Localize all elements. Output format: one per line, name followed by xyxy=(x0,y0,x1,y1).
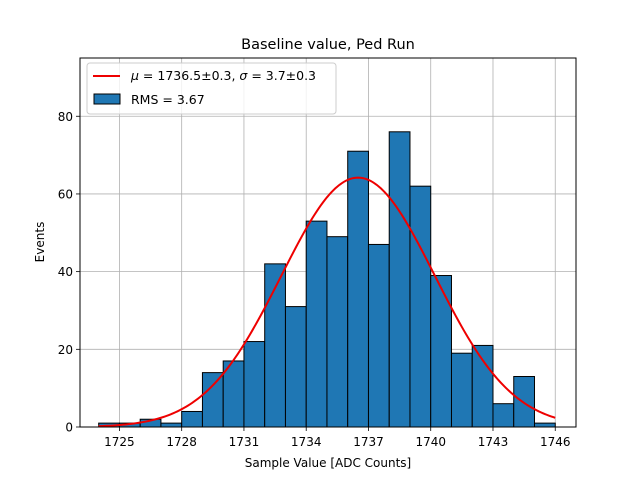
histogram-bar xyxy=(326,236,349,428)
histogram-bar xyxy=(409,185,432,428)
x-tick-label: 1728 xyxy=(166,435,197,449)
histogram-bar xyxy=(305,220,328,428)
histogram-bar xyxy=(201,372,224,428)
x-axis-label: Sample Value [ADC Counts] xyxy=(245,456,411,470)
plot-frame xyxy=(79,57,577,428)
histogram-bar xyxy=(367,243,390,428)
histogram-bar xyxy=(388,131,411,428)
histogram-bar xyxy=(243,341,266,428)
legend-fit-label: μ = 1736.5±0.3, σ = 3.7±0.3 xyxy=(130,68,316,83)
y-tick-label: 80 xyxy=(58,110,73,124)
histogram-bar xyxy=(533,422,556,428)
x-tick-label: 1746 xyxy=(540,435,571,449)
x-tick-label: 1743 xyxy=(478,435,509,449)
histogram-bar xyxy=(430,275,452,428)
legend: μ = 1736.5±0.3, σ = 3.7±0.3 RMS = 3.67 xyxy=(86,62,337,115)
x-tick-label: 1740 xyxy=(415,435,446,449)
x-axis: 1725 1728 1731 1734 1737 1740 1743 1746 xyxy=(104,427,571,449)
y-tick-label: 20 xyxy=(58,343,73,357)
legend-box xyxy=(86,62,337,115)
histogram-bar xyxy=(450,352,473,428)
legend-hist-swatch xyxy=(93,93,121,105)
histogram-bar xyxy=(347,150,369,428)
y-axis-label: Events xyxy=(33,222,47,263)
y-tick-label: 40 xyxy=(58,265,73,279)
histogram-bar xyxy=(181,410,203,428)
y-tick-label: 60 xyxy=(58,187,73,201)
legend-hist-label: RMS = 3.67 xyxy=(131,92,205,107)
chart-title: Baseline value, Ped Run xyxy=(241,37,415,53)
histogram-bar xyxy=(471,344,494,428)
histogram-bar xyxy=(284,306,307,428)
x-tick-label: 1734 xyxy=(291,435,322,449)
x-tick-label: 1731 xyxy=(229,435,260,449)
histogram-bar xyxy=(160,422,183,428)
y-tick-label: 0 xyxy=(65,421,73,435)
histogram-bars xyxy=(98,131,556,428)
gaussian-fit-curve xyxy=(98,176,556,428)
x-tick-label: 1737 xyxy=(353,435,384,449)
histogram-bar xyxy=(492,403,515,428)
x-tick-label: 1725 xyxy=(104,435,135,449)
y-axis: 0 20 40 60 80 xyxy=(58,110,80,435)
